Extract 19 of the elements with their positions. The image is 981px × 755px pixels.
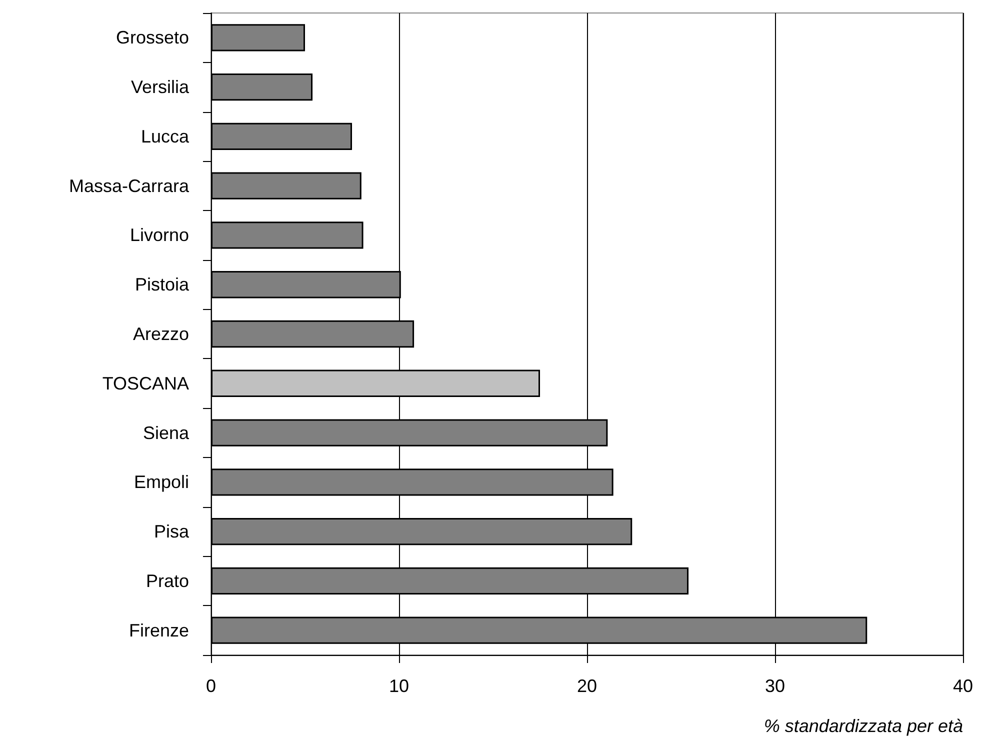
x-tick-label: 0 — [206, 676, 216, 696]
y-tick-label: Prato — [146, 570, 189, 591]
y-tick-label: Arezzo — [132, 324, 189, 344]
y-tick-label: Pistoia — [134, 274, 190, 295]
x-tick-label: 20 — [576, 676, 598, 696]
y-tick-label: Livorno — [130, 225, 189, 246]
y-tick-label: Massa-Carrara — [68, 176, 190, 196]
y-tick-label: Siena — [142, 422, 190, 443]
x-tick-label: 30 — [764, 676, 786, 696]
x-axis-title: % standardizzata per età — [764, 716, 963, 736]
y-tick-label: Grosseto — [116, 28, 189, 48]
y-tick-label: Firenze — [128, 620, 189, 640]
y-tick-label: Lucca — [140, 126, 190, 146]
x-tick-label: 40 — [952, 676, 974, 696]
y-tick-label: TOSCANA — [102, 373, 189, 394]
x-tick-label: 10 — [388, 676, 410, 696]
y-tick-label: Pisa — [154, 522, 190, 542]
y-tick-label: Versilia — [130, 77, 190, 98]
y-tick-label: Empoli — [134, 472, 189, 492]
